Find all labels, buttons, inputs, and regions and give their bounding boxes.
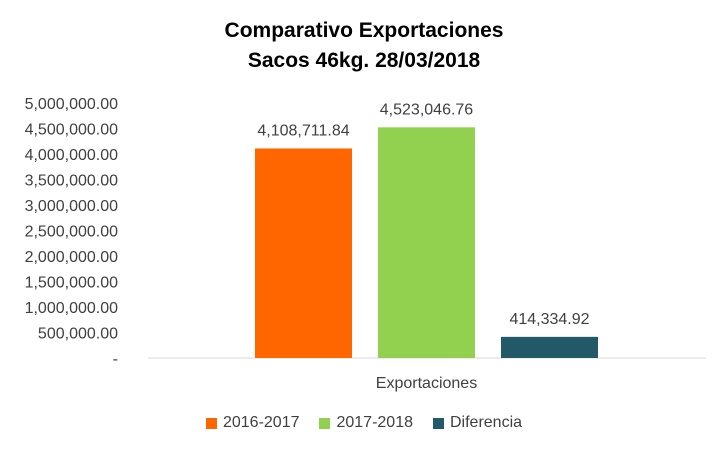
chart-subtitle: Sacos 46kg. 28/03/2018 (247, 49, 481, 72)
y-tick-label: 2,000,000.00 (25, 249, 119, 266)
data-label: 4,523,046.76 (380, 101, 474, 118)
legend-label: 2017-2018 (336, 414, 413, 431)
chart-title: Comparativo Exportaciones (224, 19, 504, 42)
legend-item: Diferencia (433, 414, 522, 432)
data-label: 414,334.92 (509, 311, 589, 328)
legend: 2016-2017 2017-2018 Diferencia (0, 414, 728, 432)
data-label: 4,108,711.84 (257, 122, 349, 139)
legend-swatch (205, 417, 217, 429)
legend-label: Diferencia (450, 414, 523, 431)
x-category-label: Exportaciones (376, 375, 477, 392)
legend-item: 2017-2018 (319, 414, 413, 432)
bar (378, 127, 475, 358)
y-tick-label: 5,000,000.00 (25, 96, 119, 113)
legend-swatch (433, 417, 444, 429)
y-tick-label: 1,500,000.00 (25, 275, 119, 292)
y-tick-label: 4,000,000.00 (25, 147, 119, 164)
y-tick-label: 3,500,000.00 (25, 173, 119, 190)
y-tick-label: 2,500,000.00 (25, 224, 119, 241)
y-tick-label: 1,000,000.00 (25, 300, 119, 317)
bar (501, 336, 598, 358)
legend-item: 2016-2017 (205, 414, 300, 432)
y-tick-label: - (113, 351, 118, 368)
bar (255, 148, 352, 358)
legend-label: 2016-2017 (222, 414, 300, 431)
y-tick-label: 3,000,000.00 (25, 198, 119, 215)
legend-swatch (319, 417, 331, 429)
y-tick-label: 4,500,000.00 (25, 122, 119, 139)
y-tick-label: 500,000.00 (38, 326, 118, 343)
